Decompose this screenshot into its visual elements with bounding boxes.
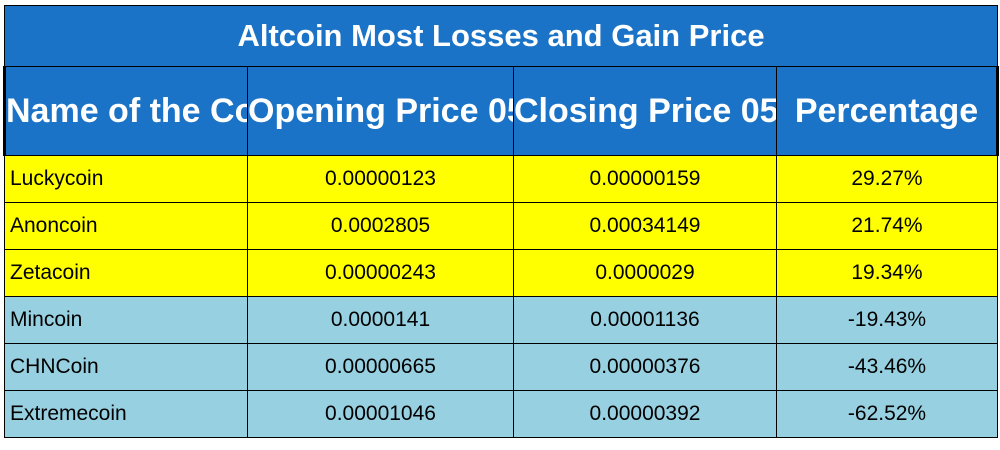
column-header-row: Name of the Coin Opening Price 05/11/15 … — [3, 66, 999, 156]
opening-price-cell: 0.00000665 — [247, 343, 514, 391]
opening-price-cell: 0.00000243 — [247, 249, 514, 297]
coin-name-cell: Anoncoin — [4, 202, 248, 250]
closing-price-cell: 0.00001136 — [513, 296, 777, 344]
table-body: Luckycoin 0.00000123 0.00000159 29.27% A… — [4, 155, 998, 438]
percentage-cell: -19.43% — [776, 296, 998, 344]
table-row: Mincoin 0.0000141 0.00001136 -19.43% — [4, 296, 998, 344]
column-header-percentage: Percentage — [776, 66, 999, 156]
closing-price-cell: 0.00000376 — [513, 343, 777, 391]
table-title-row: Altcoin Most Losses and Gain Price — [4, 5, 998, 67]
closing-price-cell: 0.00000392 — [513, 390, 777, 438]
percentage-cell: -43.46% — [776, 343, 998, 391]
coin-name-cell: Zetacoin — [4, 249, 248, 297]
closing-price-cell: 0.00034149 — [513, 202, 777, 250]
coin-name-cell: Extremecoin — [4, 390, 248, 438]
table-row: Luckycoin 0.00000123 0.00000159 29.27% — [4, 155, 998, 203]
percentage-cell: -62.52% — [776, 390, 998, 438]
opening-price-cell: 0.00001046 — [247, 390, 514, 438]
closing-price-cell: 0.00000159 — [513, 155, 777, 203]
table-row: Zetacoin 0.00000243 0.0000029 19.34% — [4, 249, 998, 297]
percentage-cell: 19.34% — [776, 249, 998, 297]
closing-price-cell: 0.0000029 — [513, 249, 777, 297]
column-header-name: Name of the Coin — [3, 66, 248, 156]
opening-price-cell: 0.00000123 — [247, 155, 514, 203]
opening-price-cell: 0.0000141 — [247, 296, 514, 344]
column-header-closing-price: Closing Price 05/11/15 — [513, 66, 777, 156]
table-row: Anoncoin 0.0002805 0.00034149 21.74% — [4, 202, 998, 250]
opening-price-cell: 0.0002805 — [247, 202, 514, 250]
coin-name-cell: CHNCoin — [4, 343, 248, 391]
table-title: Altcoin Most Losses and Gain Price — [4, 5, 998, 67]
column-header-opening-price: Opening Price 05/11/15 — [247, 66, 514, 156]
percentage-cell: 29.27% — [776, 155, 998, 203]
table-row: Extremecoin 0.00001046 0.00000392 -62.52… — [4, 390, 998, 438]
coin-name-cell: Mincoin — [4, 296, 248, 344]
percentage-cell: 21.74% — [776, 202, 998, 250]
coin-name-cell: Luckycoin — [4, 155, 248, 203]
table-row: CHNCoin 0.00000665 0.00000376 -43.46% — [4, 343, 998, 391]
altcoin-table: Altcoin Most Losses and Gain Price Name … — [3, 5, 999, 438]
